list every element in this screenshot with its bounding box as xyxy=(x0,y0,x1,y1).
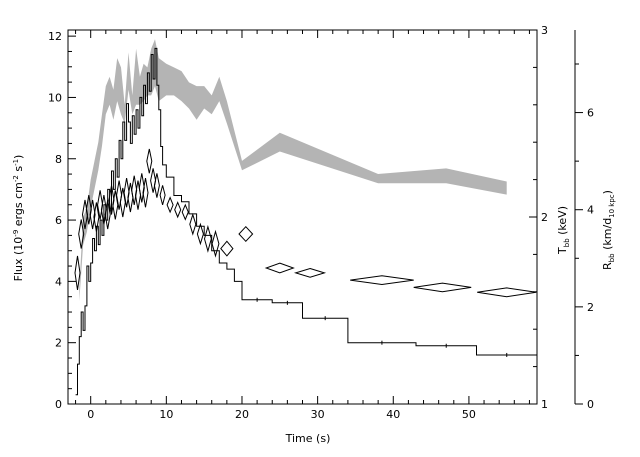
radius-tick-label: 2 xyxy=(587,301,594,314)
radius-diamond xyxy=(211,229,220,258)
temperature-axis-label: Tbb (keV) xyxy=(556,206,571,255)
radius-tick-label: 6 xyxy=(587,107,594,120)
flux-tick-label: 0 xyxy=(55,398,62,411)
radius-diamond xyxy=(264,262,295,274)
radius-diamond xyxy=(100,195,107,225)
radius-diamond xyxy=(153,173,160,198)
left-y-axis-label: Flux (10-9 ergs cm-2 s-1) xyxy=(12,155,25,282)
radius-tick-label: 0 xyxy=(587,398,594,411)
radius-diamond xyxy=(413,282,472,293)
temperature-band xyxy=(79,39,507,302)
radius-diamond xyxy=(89,199,96,230)
temp-tick-label: 2 xyxy=(541,211,548,224)
radius-diamond xyxy=(93,202,100,232)
radius-diamond xyxy=(174,201,182,219)
radius-diamond xyxy=(108,185,115,215)
flux-histogram-layer xyxy=(75,47,537,396)
x-axis-label: Time (s) xyxy=(285,432,331,445)
flux-tick-label: 8 xyxy=(55,153,62,166)
radius-diamond xyxy=(85,195,92,225)
radius-diamond xyxy=(146,148,153,174)
flux-tick-label: 12 xyxy=(48,30,62,43)
radius-diamond xyxy=(116,180,123,210)
flux-histogram-line xyxy=(75,47,537,396)
radius-axis-label: Rbb (km/d10 kpc) xyxy=(601,190,616,270)
radius-diamond xyxy=(150,168,157,193)
radius-diamond xyxy=(181,203,189,221)
radius-diamond xyxy=(78,219,85,249)
radius-diamond xyxy=(220,240,234,257)
radius-diamond xyxy=(196,222,204,246)
radius-diamond xyxy=(477,287,537,298)
flux-tick-label: 4 xyxy=(55,275,62,288)
flux-tick-label: 10 xyxy=(48,91,62,104)
radius-diamond xyxy=(131,175,138,205)
temp-tick-label: 3 xyxy=(541,24,548,37)
radius-diamond xyxy=(189,212,197,236)
x-tick-label: 50 xyxy=(462,408,476,421)
radius-diamond xyxy=(142,178,149,208)
x-tick-label: 20 xyxy=(235,408,249,421)
radius-diamond xyxy=(238,225,254,243)
x-tick-label: 0 xyxy=(87,408,94,421)
radius-diamond xyxy=(74,255,81,290)
radius-diamond xyxy=(159,185,166,206)
radius-diamond xyxy=(138,173,145,203)
radius-diamond xyxy=(350,275,414,286)
temp-tick-label: 1 xyxy=(541,398,548,411)
x-tick-label: 10 xyxy=(159,408,173,421)
radius-diamond xyxy=(293,267,327,278)
temperature-band-layer xyxy=(79,39,507,302)
radius-diamond xyxy=(203,224,212,253)
radius-tick-label: 4 xyxy=(587,204,594,217)
radius-diamond-layer xyxy=(74,148,537,298)
x-tick-label: 30 xyxy=(311,408,325,421)
flux-tick-label: 6 xyxy=(55,214,62,227)
radius-diamond xyxy=(97,190,104,220)
radius-diamond xyxy=(104,199,111,230)
radius-diamond xyxy=(166,196,174,214)
x-tick-label: 40 xyxy=(386,408,400,421)
flux-tick-label: 2 xyxy=(55,337,62,350)
radius-diamond xyxy=(123,178,130,208)
